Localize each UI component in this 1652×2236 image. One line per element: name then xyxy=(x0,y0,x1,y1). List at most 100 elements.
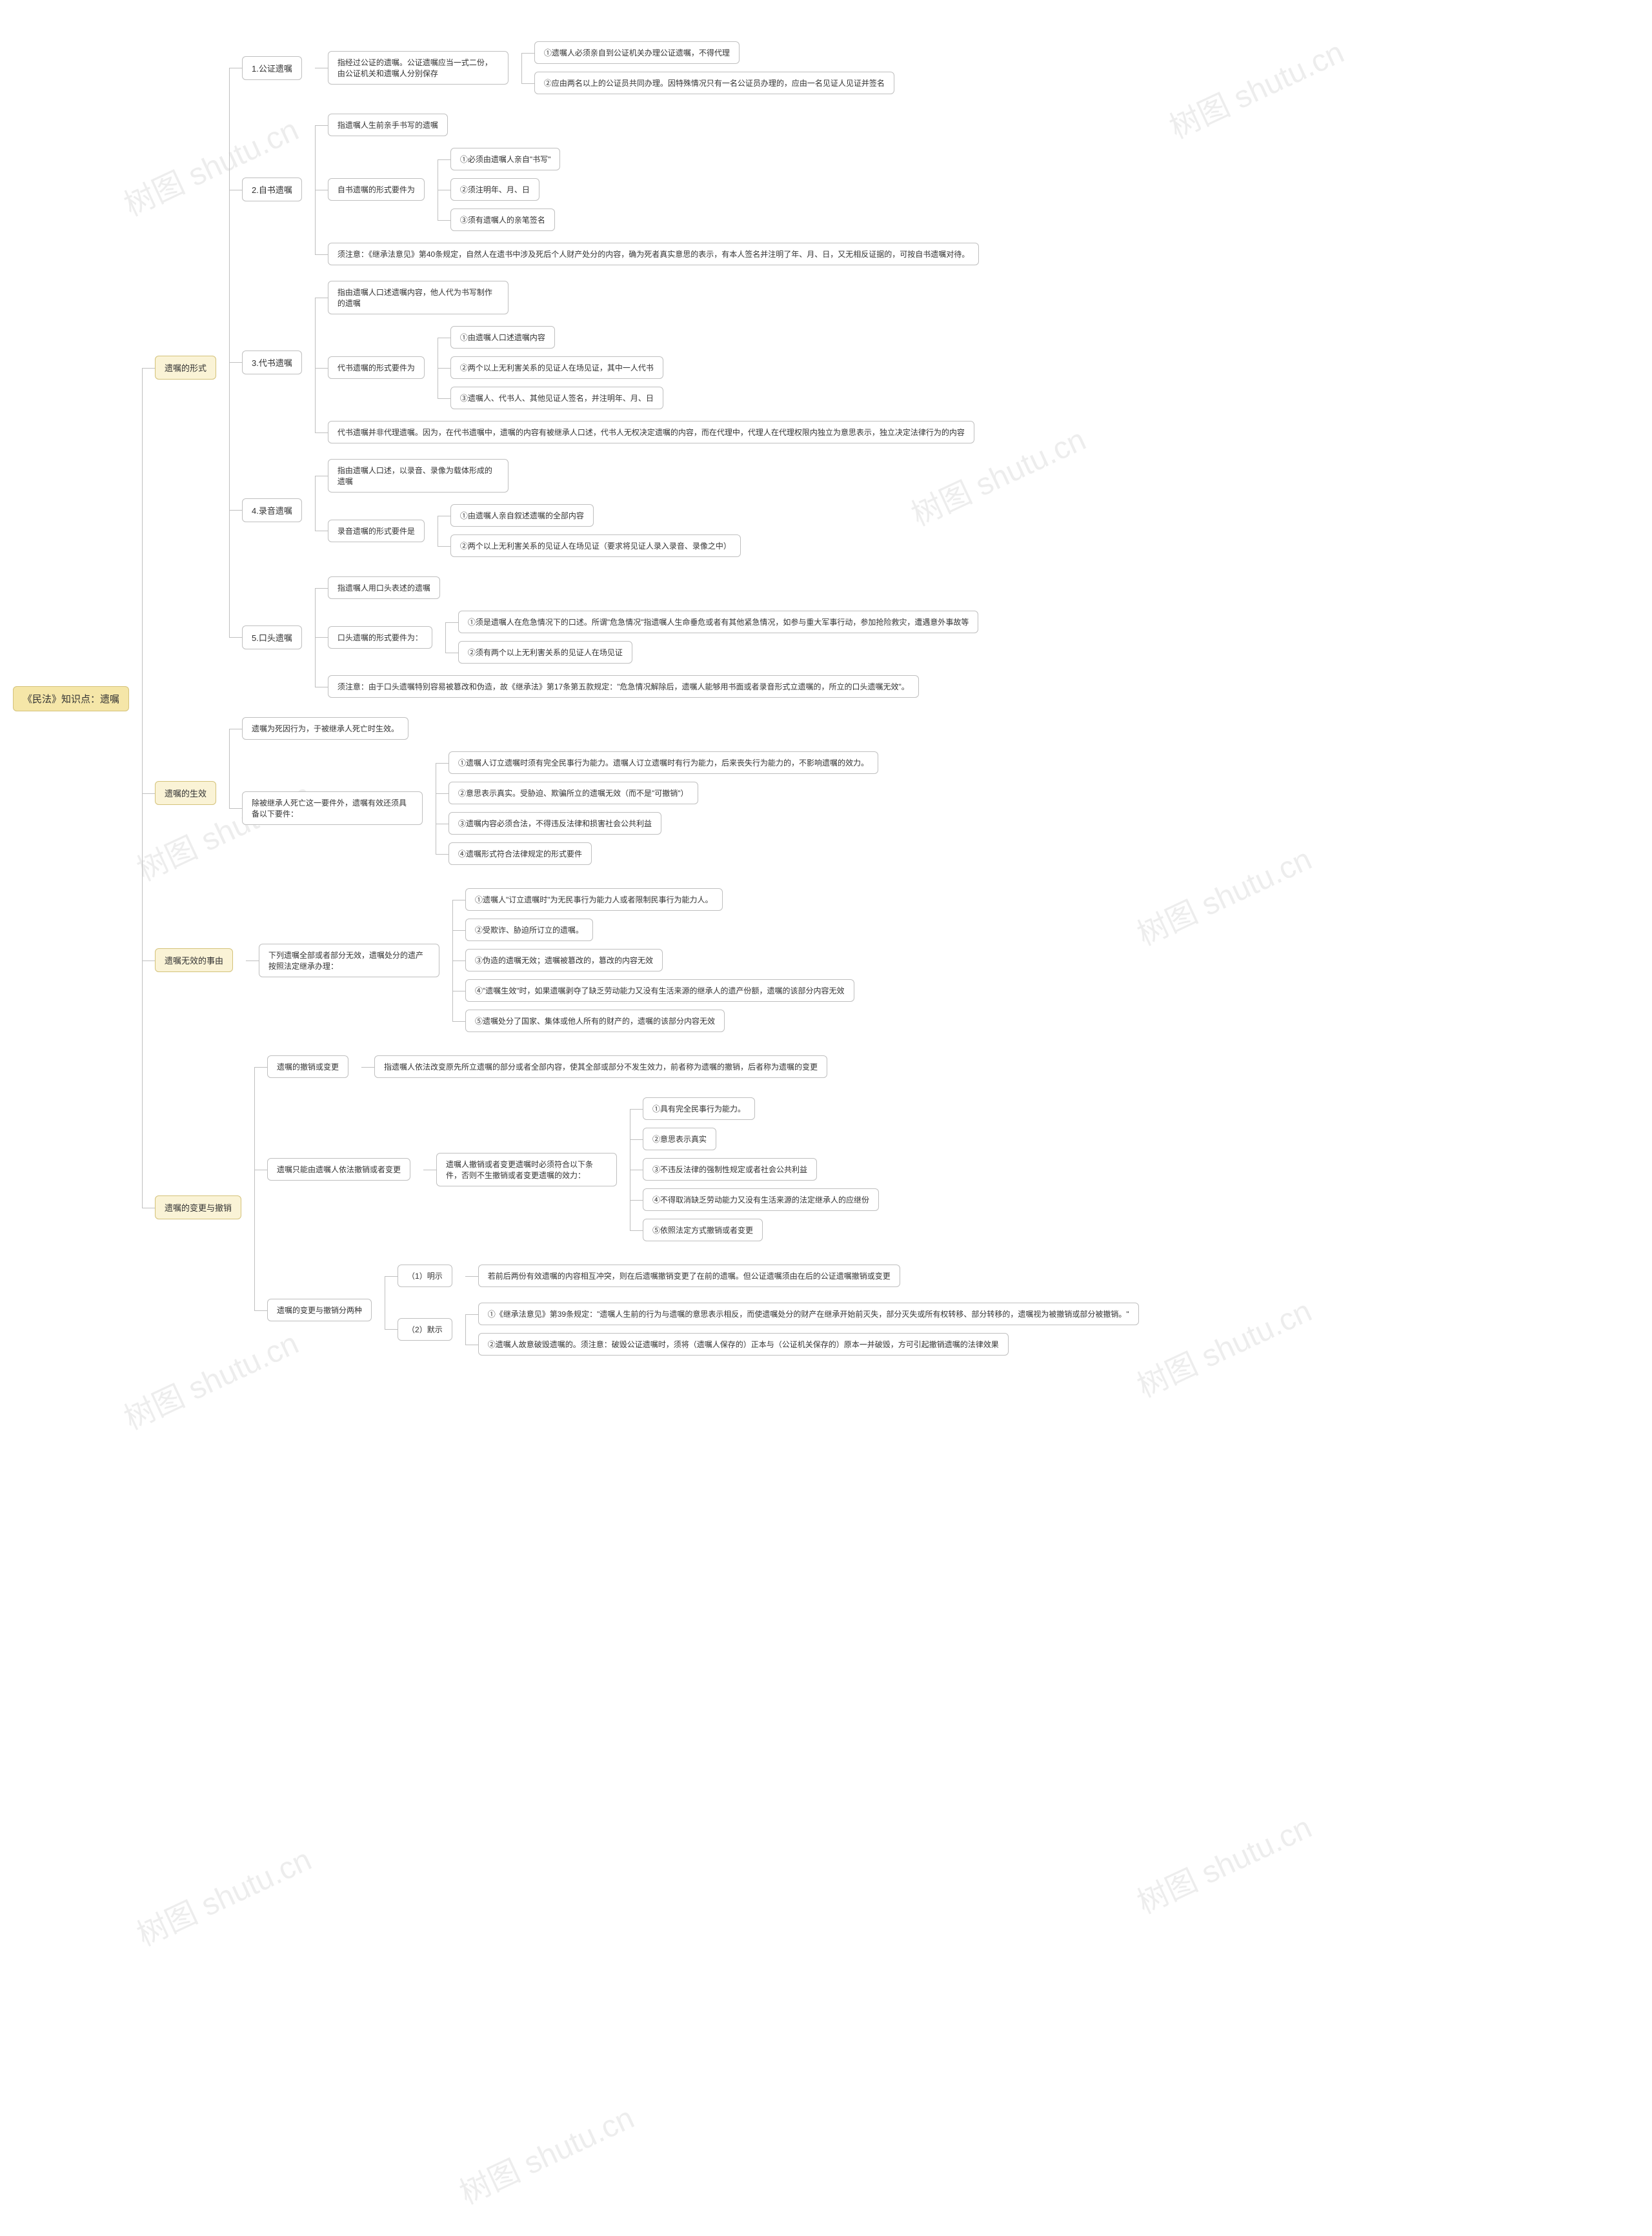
mindmap-children: ①《继承法意见》第39条规定："遗嘱人生前的行为与遗嘱的意思表示相反，而使遗嘱处… xyxy=(478,1299,1139,1359)
mindmap-node: 2.自书遗嘱 xyxy=(242,178,302,201)
mindmap-node: ①遗嘱人订立遗嘱时须有完全民事行为能力。遗嘱人订立遗嘱时有行为能力，后来丧失行为… xyxy=(448,751,878,774)
mindmap-node: 遗嘱人撤销或者变更遗嘱时必须符合以下条件，否则不生撤销或者变更遗嘱的效力： xyxy=(436,1153,617,1186)
mindmap-node: ①由遗嘱人口述遗嘱内容 xyxy=(450,326,555,349)
mindmap-branch: ④不得取消缺乏劳动能力又没有生活来源的法定继承人的应继份 xyxy=(643,1188,879,1211)
mindmap-node: 4.录音遗嘱 xyxy=(242,498,302,522)
mindmap-children: 下列遗嘱全部或者部分无效，遗嘱处分的遗产按照法定继承办理： ①遗嘱人"订立遗嘱时"… xyxy=(259,880,854,1040)
mindmap-branch: ②遗嘱人故意破毁遗嘱的。须注意：破毁公证遗嘱时，须将（遗嘱人保存的）正本与（公证… xyxy=(478,1333,1139,1356)
mindmap-branch: 须注意：由于口头遗嘱特别容易被篡改和伪造，故《继承法》第17条第五款规定："危急… xyxy=(328,675,979,698)
mindmap-branch: ①《继承法意见》第39条规定："遗嘱人生前的行为与遗嘱的意思表示相反，而使遗嘱处… xyxy=(478,1303,1139,1325)
mindmap-branch: 指经过公证的遗嘱。公证遗嘱应当一式二份，由公证机关和遗嘱人分别保存①遗嘱人必须亲… xyxy=(328,37,894,98)
watermark: 树图 shutu.cn xyxy=(1129,1802,1318,1922)
mindmap-branch: 须注意：《继承法意见》第40条规定，自然人在遗书中涉及死后个人财产处分的内容，确… xyxy=(328,243,979,265)
mindmap-branch: ②意思表示真实 xyxy=(643,1128,879,1150)
mindmap-node: ⑤依照法定方式撤销或者变更 xyxy=(643,1219,763,1241)
mindmap-branch: 遗嘱的撤销或变更 指遗嘱人依法改变原先所立遗嘱的部分或者全部内容，使其全部或部分不… xyxy=(267,1052,1139,1082)
mindmap-branch: 遗嘱只能由遗嘱人依法撤销或者变更遗嘱人撤销或者变更遗嘱时必须符合以下条件，否则不… xyxy=(267,1090,1139,1249)
mindmap-branch: 3.代书遗嘱指由遗嘱人口述遗嘱内容，他人代为书写制作的遗嘱代书遗嘱的形式要件为①… xyxy=(242,277,979,447)
mindmap-branch: 遗嘱人撤销或者变更遗嘱时必须符合以下条件，否则不生撤销或者变更遗嘱的效力： ①具有… xyxy=(436,1093,879,1245)
mindmap-node: ②应由两名以上的公证员共同办理。因特殊情况只有一名公证员办理的，应由一名见证人见… xyxy=(534,72,894,94)
mindmap-branch: ③须有遗嘱人的亲笔签名 xyxy=(450,208,561,231)
mindmap-branch: ③遗嘱内容必须合法，不得违反法律和损害社会公共利益 xyxy=(448,812,878,835)
mindmap-branch: 2.自书遗嘱 指遗嘱人生前亲手书写的遗嘱自书遗嘱的形式要件为 ①必须由遗嘱人亲自"书… xyxy=(242,110,979,269)
mindmap-node: ②须注明年、月、日 xyxy=(450,178,539,201)
mindmap-branch: 录音遗嘱的形式要件是①由遗嘱人亲自叙述遗嘱的全部内容②两个以上无利害关系的见证人… xyxy=(328,500,741,561)
mindmap-branch: 遗嘱无效的事由 下列遗嘱全部或者部分无效，遗嘱处分的遗产按照法定继承办理： ①遗嘱人… xyxy=(155,880,1139,1040)
mindmap-branch: ②两个以上无利害关系的见证人在场见证（要求将见证人录入录音、录像之中） xyxy=(450,534,741,557)
mindmap-branch: 代书遗嘱并非代理遗嘱。因为，在代书遗嘱中，遗嘱的内容有被继承人口述，代书人无权决… xyxy=(328,421,974,443)
mindmap-node: ②遗嘱人故意破毁遗嘱的。须注意：破毁公证遗嘱时，须将（遗嘱人保存的）正本与（公证… xyxy=(478,1333,1009,1356)
mindmap-branch: ①由遗嘱人口述遗嘱内容 xyxy=(450,326,663,349)
mindmap-branch: 遗嘱为死因行为，于被继承人死亡时生效。 xyxy=(242,717,878,740)
mindmap-node: ②意思表示真实。受胁迫、欺骗所立的遗嘱无效（而不是"可撤销"） xyxy=(448,782,698,804)
mindmap-branch: 指由遗嘱人口述遗嘱内容，他人代为书写制作的遗嘱 xyxy=(328,281,974,314)
mindmap-node: 指遗嘱人用口头表述的遗嘱 xyxy=(328,576,440,599)
mindmap-children: 指遗嘱人生前亲手书写的遗嘱自书遗嘱的形式要件为 ①必须由遗嘱人亲自"书写" ②须注明… xyxy=(328,110,979,269)
mindmap-node: ④遗嘱形式符合法律规定的形式要件 xyxy=(448,842,592,865)
mindmap-node: ②两个以上无利害关系的见证人在场见证（要求将见证人录入录音、录像之中） xyxy=(450,534,741,557)
mindmap-branch: ④"遗嘱生效"时，如果遗嘱剥夺了缺乏劳动能力又没有生活来源的继承人的遗产份额，遗… xyxy=(465,979,854,1002)
mindmap-branch: ③遗嘱人、代书人、其他见证人签名，并注明年、月、日 xyxy=(450,387,663,409)
mindmap-node: 指遗嘱人生前亲手书写的遗嘱 xyxy=(328,114,448,136)
mindmap-branch: ④遗嘱形式符合法律规定的形式要件 xyxy=(448,842,878,865)
mindmap-branch: 若前后两份有效遗嘱的内容相互冲突，则在后遗嘱撤销变更了在前的遗嘱。但公证遗嘱须由… xyxy=(478,1265,900,1287)
mindmap-children: ①遗嘱人"订立遗嘱时"为无民事行为能力人或者限制民事行为能力人。 ②受欺诈、胁迫所… xyxy=(465,884,854,1036)
mindmap-node: ①具有完全民事行为能力。 xyxy=(643,1097,755,1120)
mindmap-branch: ②须注明年、月、日 xyxy=(450,178,561,201)
mindmap-branch: 下列遗嘱全部或者部分无效，遗嘱处分的遗产按照法定继承办理： ①遗嘱人"订立遗嘱时"… xyxy=(259,884,854,1036)
mindmap-node: ③须有遗嘱人的亲笔签名 xyxy=(450,208,555,231)
mindmap-node: 5.口头遗嘱 xyxy=(242,625,302,649)
mindmap-branch: ②意思表示真实。受胁迫、欺骗所立的遗嘱无效（而不是"可撤销"） xyxy=(448,782,878,804)
mindmap-branch: 除被继承人死亡这一要件外，遗嘱有效还须具备以下要件： ①遗嘱人订立遗嘱时须有完全民… xyxy=(242,747,878,869)
mindmap-node: ①遗嘱人"订立遗嘱时"为无民事行为能力人或者限制民事行为能力人。 xyxy=(465,888,723,911)
mindmap-children: 指遗嘱人依法改变原先所立遗嘱的部分或者全部内容，使其全部或部分不发生效力，前者称… xyxy=(374,1052,827,1082)
mindmap-branch: 遗嘱的生效 遗嘱为死因行为，于被继承人死亡时生效。除被继承人死亡这一要件外，遗嘱有… xyxy=(155,713,1139,873)
mindmap-node: ③遗嘱人、代书人、其他见证人签名，并注明年、月、日 xyxy=(450,387,663,409)
mindmap-node: 指由遗嘱人口述，以录音、录像为载体形成的遗嘱 xyxy=(328,459,509,493)
mindmap-node: 遗嘱的生效 xyxy=(155,781,216,805)
mindmap-node: ②须有两个以上无利害关系的见证人在场见证 xyxy=(458,641,632,664)
mindmap-node: ①遗嘱人必须亲自到公证机关办理公证遗嘱，不得代理 xyxy=(534,41,740,64)
mindmap-node: 指由遗嘱人口述遗嘱内容，他人代为书写制作的遗嘱 xyxy=(328,281,509,314)
mindmap-node: 遗嘱无效的事由 xyxy=(155,948,233,972)
mindmap-children: 遗嘱人撤销或者变更遗嘱时必须符合以下条件，否则不生撤销或者变更遗嘱的效力： ①具有… xyxy=(436,1090,879,1249)
mindmap-node: ②受欺诈、胁迫所订立的遗嘱。 xyxy=(465,919,593,941)
mindmap-node: 录音遗嘱的形式要件是 xyxy=(328,520,425,542)
mindmap-children: ①具有完全民事行为能力。 ②意思表示真实 ③不违反法律的强制性规定或者社会公共利益 ④… xyxy=(643,1093,879,1245)
watermark: 树图 shutu.cn xyxy=(451,2093,640,2213)
mindmap-branch: ①须是遗嘱人在危急情况下的口述。所谓"危急情况"指遗嘱人生命垂危或者有其他紧急情… xyxy=(458,611,979,633)
mindmap-children: 指遗嘱人用口头表述的遗嘱口头遗嘱的形式要件为：①须是遗嘱人在危急情况下的口述。所… xyxy=(328,573,979,702)
mindmap-branch: 指遗嘱人依法改变原先所立遗嘱的部分或者全部内容，使其全部或部分不发生效力，前者称… xyxy=(374,1055,827,1078)
mindmap-node: ③伪造的遗嘱无效；遗嘱被篡改的，篡改的内容无效 xyxy=(465,949,663,971)
mindmap-branch: 自书遗嘱的形式要件为 ①必须由遗嘱人亲自"书写" ②须注明年、月、日 ③须有遗嘱人的亲… xyxy=(328,144,979,235)
mindmap-branch: ③伪造的遗嘱无效；遗嘱被篡改的，篡改的内容无效 xyxy=(465,949,854,971)
mindmap-branch: 遗嘱的形式1.公证遗嘱指经过公证的遗嘱。公证遗嘱应当一式二份，由公证机关和遗嘱人… xyxy=(155,30,1139,706)
mindmap-node: ①必须由遗嘱人亲自"书写" xyxy=(450,148,561,170)
mindmap-node: 遗嘱的撤销或变更 xyxy=(267,1055,348,1078)
mindmap-branch: 4.录音遗嘱 指由遗嘱人口述，以录音、录像为载体形成的遗嘱录音遗嘱的形式要件是①由… xyxy=(242,455,979,565)
mindmap-children: ①由遗嘱人口述遗嘱内容②两个以上无利害关系的见证人在场见证，其中一人代书③遗嘱人… xyxy=(450,322,663,413)
mindmap-node: ②意思表示真实 xyxy=(643,1128,716,1150)
mindmap-node: 自书遗嘱的形式要件为 xyxy=(328,178,425,201)
mindmap-node: ③遗嘱内容必须合法，不得违反法律和损害社会公共利益 xyxy=(448,812,661,835)
mindmap-branch: ②受欺诈、胁迫所订立的遗嘱。 xyxy=(465,919,854,941)
mindmap-node: 除被继承人死亡这一要件外，遗嘱有效还须具备以下要件： xyxy=(242,791,423,825)
mindmap-children: （1）明示 若前后两份有效遗嘱的内容相互冲突，则在后遗嘱撤销变更了在前的遗嘱。但公… xyxy=(398,1257,1139,1363)
mindmap-children: ①必须由遗嘱人亲自"书写" ②须注明年、月、日 ③须有遗嘱人的亲笔签名 xyxy=(450,144,561,235)
mindmap-branch: 遗嘱的变更与撤销分两种（1）明示若前后两份有效遗嘱的内容相互冲突，则在后遗嘱撤销… xyxy=(267,1257,1139,1363)
level1-children: 遗嘱的形式1.公证遗嘱指经过公证的遗嘱。公证遗嘱应当一式二份，由公证机关和遗嘱人… xyxy=(155,26,1139,1371)
mindmap-branch: （1）明示 若前后两份有效遗嘱的内容相互冲突，则在后遗嘱撤销变更了在前的遗嘱。但公… xyxy=(398,1261,1139,1291)
mindmap-children: 指经过公证的遗嘱。公证遗嘱应当一式二份，由公证机关和遗嘱人分别保存①遗嘱人必须亲… xyxy=(328,34,894,102)
mindmap-node: 下列遗嘱全部或者部分无效，遗嘱处分的遗产按照法定继承办理： xyxy=(259,944,439,977)
mindmap-root-container: 《民法》知识点：遗嘱 遗嘱的形式1.公证遗嘱指经过公证的遗嘱。公证遗嘱应当一式二… xyxy=(13,26,1639,1371)
watermark: 树图 shutu.cn xyxy=(128,1835,317,1955)
mindmap-node: 遗嘱的变更与撤销 xyxy=(155,1195,241,1219)
mindmap-branch: ③不违反法律的强制性规定或者社会公共利益 xyxy=(643,1158,879,1181)
mindmap-branch: 指遗嘱人生前亲手书写的遗嘱 xyxy=(328,114,979,136)
mindmap-node: 须注意：《继承法意见》第40条规定，自然人在遗书中涉及死后个人财产处分的内容，确… xyxy=(328,243,979,265)
mindmap-node: （1）明示 xyxy=(398,1265,452,1287)
mindmap-node: 指遗嘱人依法改变原先所立遗嘱的部分或者全部内容，使其全部或部分不发生效力，前者称… xyxy=(374,1055,827,1078)
mindmap-children: ①遗嘱人订立遗嘱时须有完全民事行为能力。遗嘱人订立遗嘱时有行为能力，后来丧失行为… xyxy=(448,747,878,869)
mindmap-children: 若前后两份有效遗嘱的内容相互冲突，则在后遗嘱撤销变更了在前的遗嘱。但公证遗嘱须由… xyxy=(478,1261,900,1291)
mindmap-branch: ①遗嘱人"订立遗嘱时"为无民事行为能力人或者限制民事行为能力人。 xyxy=(465,888,854,911)
